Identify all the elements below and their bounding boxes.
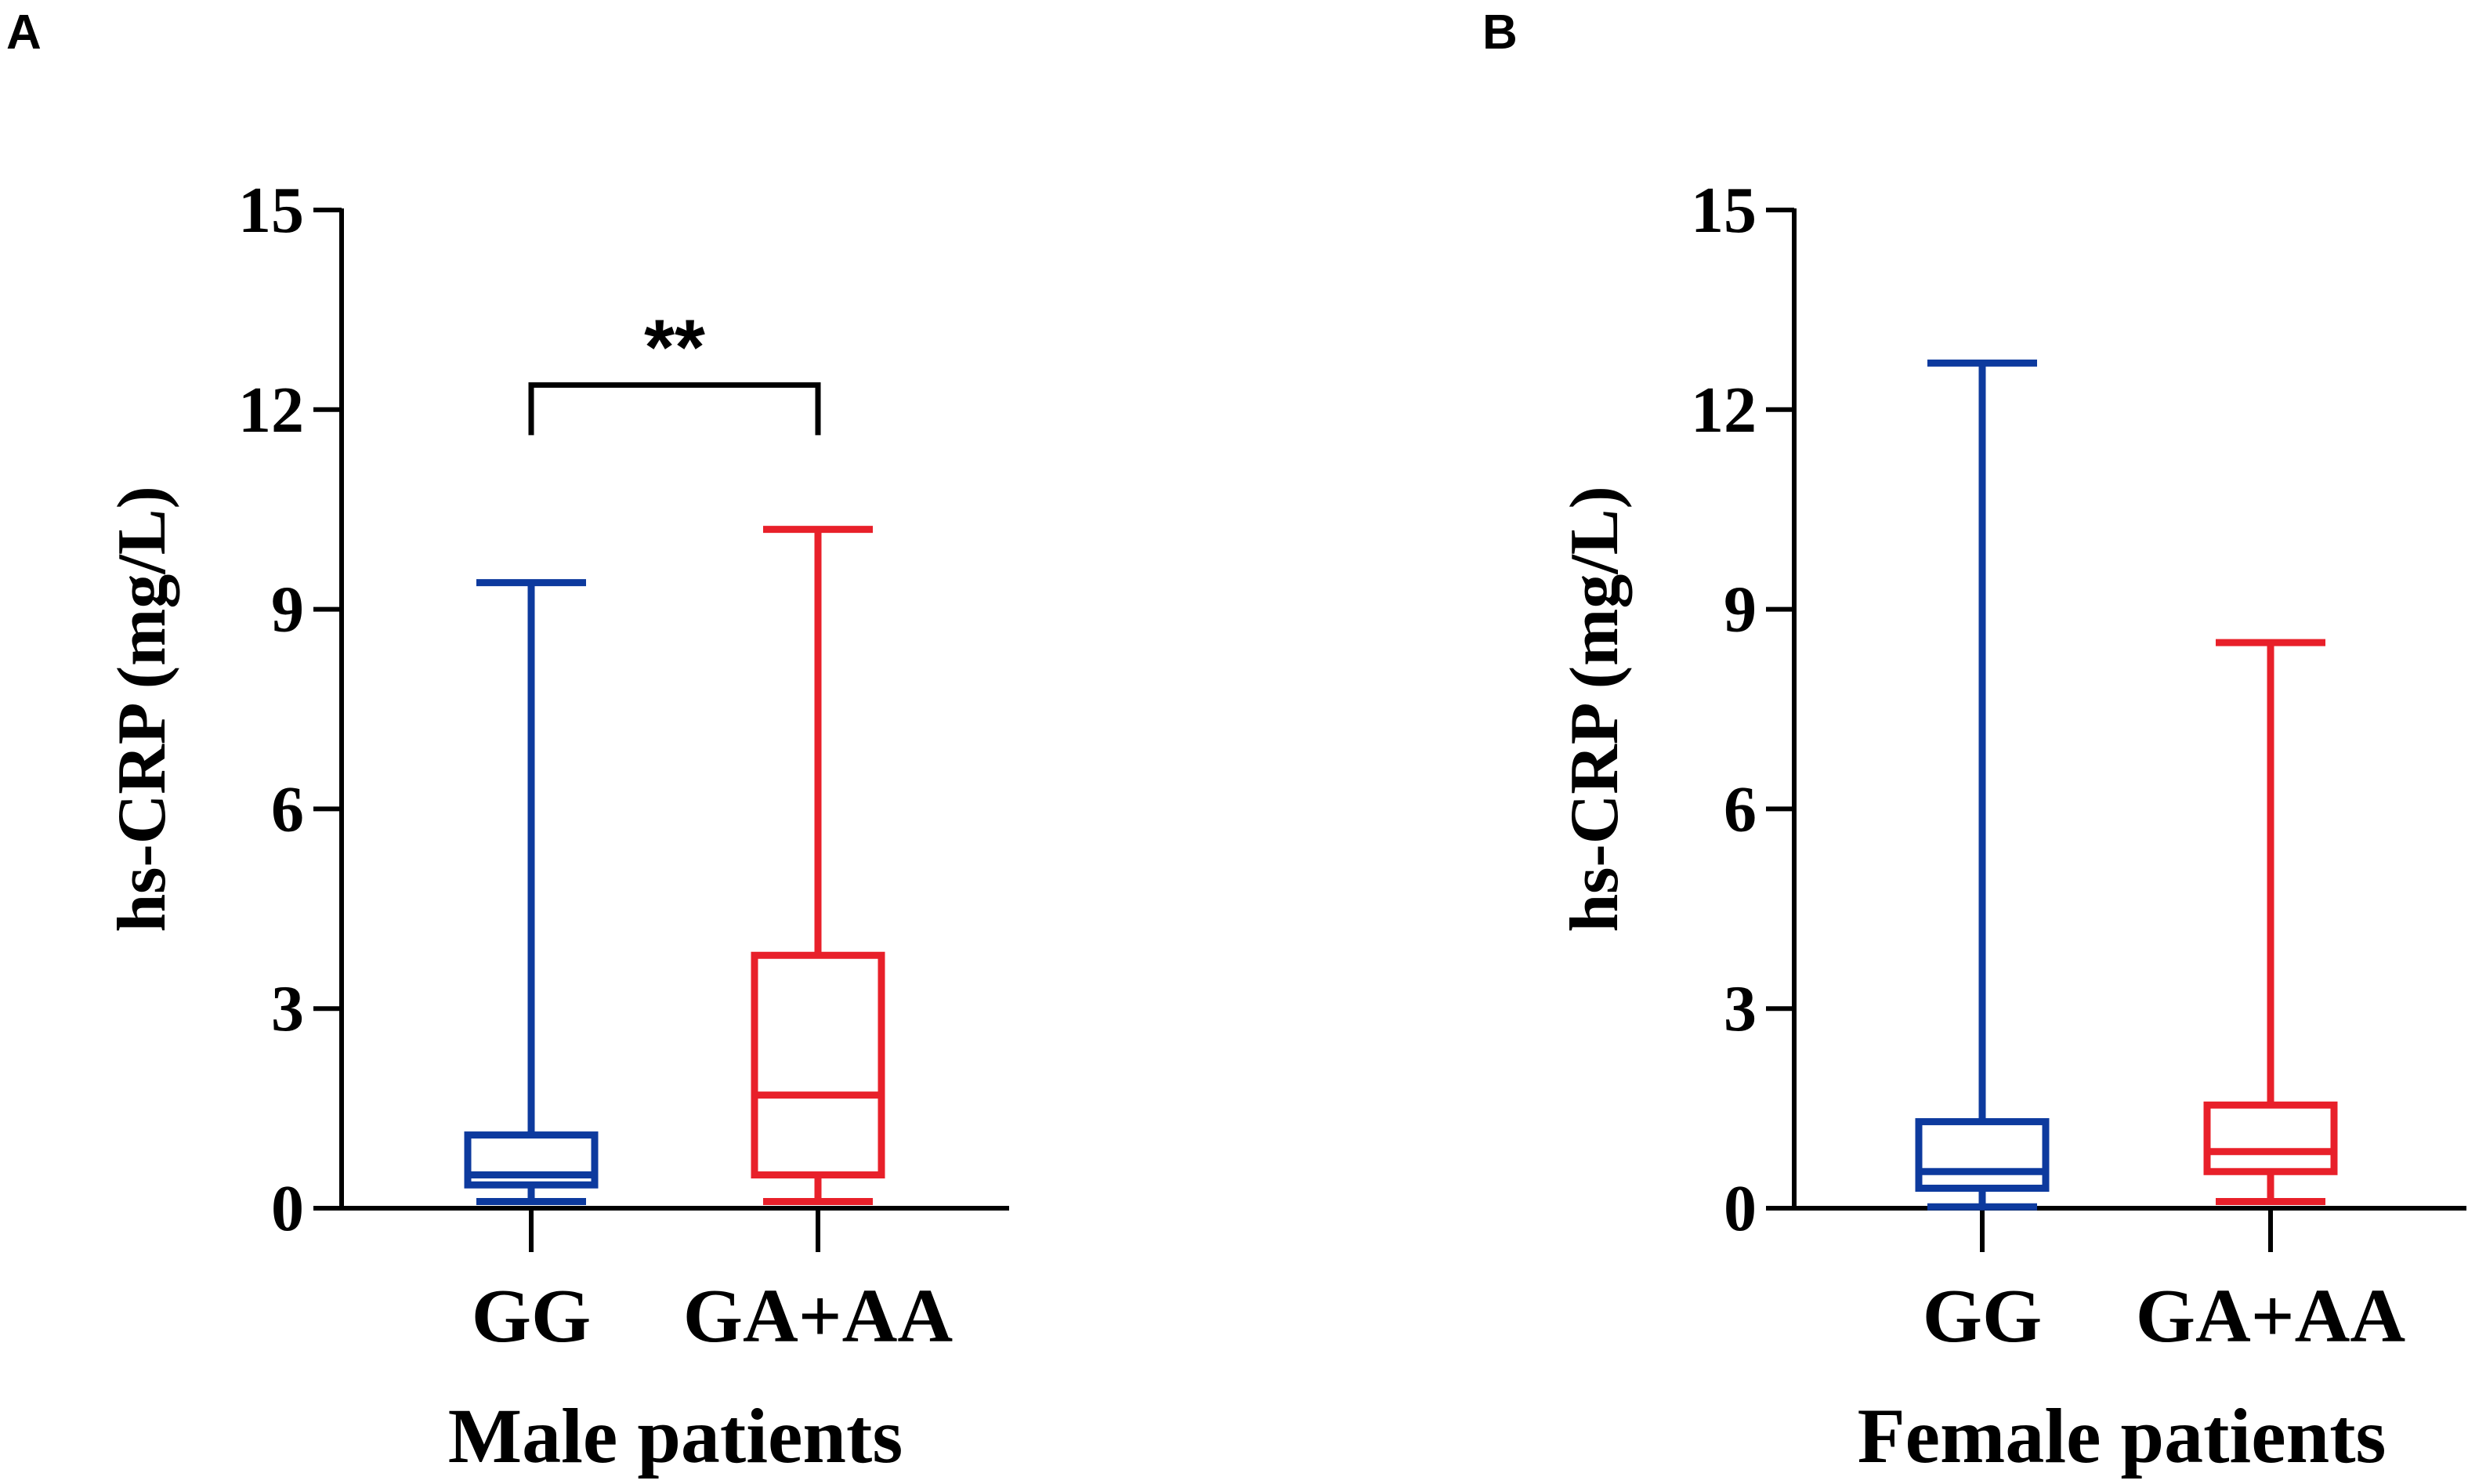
p1-y-tick-label-15: 15 xyxy=(238,174,304,247)
p2-ga-aa-category-label: GA+AA xyxy=(2136,1274,2406,1359)
p1-y-tick-label-12: 12 xyxy=(238,374,304,447)
p2-gg-category-label: GG xyxy=(1923,1274,2042,1359)
p1-ga-aa-category-label: GA+AA xyxy=(683,1274,954,1359)
p2-y-tick-label-3: 3 xyxy=(1724,972,1757,1045)
p1-y-tick-label-9: 9 xyxy=(271,574,304,646)
p1-significance-label-0: ** xyxy=(644,303,705,391)
p1-y-tick-label-3: 3 xyxy=(271,972,304,1045)
p1-significance-bracket-0 xyxy=(528,382,821,436)
p2-gg-box xyxy=(1915,1118,2050,1193)
panel-letter-a: A xyxy=(6,5,42,60)
p2-y-tick-label-12: 12 xyxy=(1691,374,1757,447)
panel-b-group-label: Female patients xyxy=(1858,1392,2387,1479)
p2-y-tick-label-15: 15 xyxy=(1691,174,1757,247)
p2-y-tick-label-9: 9 xyxy=(1724,574,1757,646)
p2-y-axis-title: hs-CRP (mg/L) xyxy=(1557,486,1633,932)
p2-y-tick-label-0: 0 xyxy=(1724,1172,1757,1245)
p2-y-tick-label-6: 6 xyxy=(1724,773,1757,845)
p1-y-axis-title: hs-CRP (mg/L) xyxy=(104,486,180,932)
p1-y-tick-label-6: 6 xyxy=(271,773,304,845)
panel-a: A 0 3 6 9 12 15 hs-CRP (mg/L) GG GA+AA ** Male pa… xyxy=(6,5,1009,1479)
p1-gg-category-label: GG xyxy=(472,1274,591,1359)
p2-ga-aa-box xyxy=(2203,1101,2338,1175)
panel-a-group-label: Male patients xyxy=(448,1392,903,1479)
panel-a-plot: 0 3 6 9 12 15 hs-CRP (mg/L) GG GA+AA ** xyxy=(104,174,1009,1359)
panel-b-plot: 0 3 6 9 12 15 hs-CRP (mg/L) GG GA+AA xyxy=(1557,174,2466,1359)
panel-letter-b: B xyxy=(1482,5,1518,60)
panel-b: B 0 3 6 9 12 15 hs-CRP (mg/L) GG GA+AA Female pa… xyxy=(1482,5,2466,1479)
p1-y-tick-label-0: 0 xyxy=(271,1172,304,1245)
p1-ga-aa-box xyxy=(751,951,885,1179)
